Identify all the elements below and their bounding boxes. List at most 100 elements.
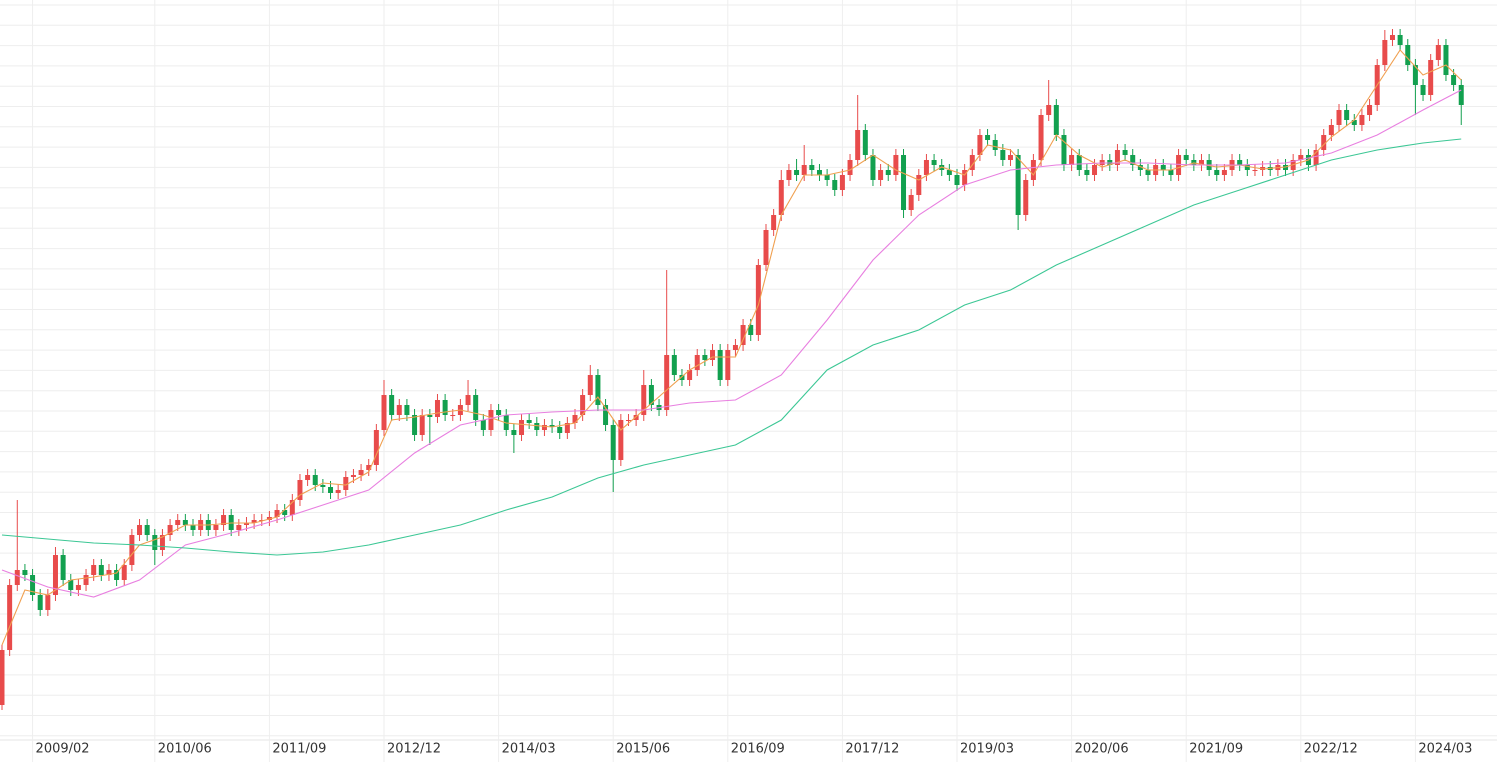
candle-body (992, 140, 998, 150)
candle-body (0, 650, 5, 705)
candle-body (740, 325, 746, 345)
candle-body (83, 575, 89, 585)
candle-body (213, 525, 219, 530)
candle-body (1198, 160, 1204, 165)
candle-body (289, 500, 295, 515)
candle-body (977, 135, 983, 155)
candle-body (328, 487, 334, 493)
candle-body (480, 420, 486, 430)
candle-body (832, 180, 838, 190)
candle-body (1092, 165, 1098, 175)
candle-body (610, 425, 616, 460)
candle-body (243, 523, 249, 525)
candle-body (312, 475, 318, 485)
candle-body (389, 395, 395, 415)
candle-body (732, 345, 738, 350)
candle-body (1038, 115, 1044, 160)
candle-body (167, 525, 173, 535)
candle-body (778, 180, 784, 215)
candle-body (794, 170, 800, 175)
candle-body (221, 515, 227, 525)
candle-body (648, 385, 654, 405)
candle-body (282, 510, 288, 515)
candle-body (625, 420, 631, 421)
candle-body (1420, 85, 1426, 95)
candle-body (1053, 105, 1059, 135)
candle-body (1298, 155, 1304, 160)
candle-body (236, 525, 242, 530)
candle-body (595, 375, 601, 405)
candle-body (98, 565, 104, 575)
candle-body (144, 525, 150, 535)
candle-body (358, 470, 364, 475)
candle-body (1114, 150, 1120, 165)
candle-body (1313, 150, 1319, 165)
candle-body (305, 475, 311, 480)
candle-body (1221, 170, 1227, 175)
candle-body (1084, 170, 1090, 175)
candle-body (465, 395, 471, 405)
candle-body (1137, 165, 1143, 170)
candle-body (664, 355, 670, 410)
moving-average-line (1, 49, 1462, 646)
candle-body (702, 355, 708, 360)
candle-body (152, 535, 158, 550)
x-tick-label: 2009/02 (36, 742, 90, 757)
candle-body (343, 477, 349, 490)
candle-body (603, 405, 609, 425)
candle-body (901, 155, 907, 210)
candle-body (855, 130, 861, 160)
candle-body (618, 420, 624, 460)
candle-body (496, 410, 502, 415)
candle-body (137, 525, 143, 535)
candle-body (931, 160, 937, 165)
candle-body (1214, 170, 1220, 175)
candle-body (1321, 135, 1327, 150)
x-tick-label: 2022/12 (1304, 742, 1358, 757)
candle-body (52, 555, 58, 595)
candle-body (1015, 155, 1021, 215)
candle-body (748, 325, 754, 335)
candle-body (694, 355, 700, 370)
candle-body (404, 405, 410, 415)
moving-average-line (1, 138, 1462, 556)
candle-body (60, 555, 66, 580)
candle-body (962, 170, 968, 185)
candle-body (1007, 155, 1013, 160)
candle-body (7, 585, 13, 650)
candle-body (541, 425, 547, 430)
candle-body (771, 215, 777, 230)
candle-body (1435, 45, 1441, 60)
candle-body (1458, 85, 1464, 105)
candle-body (954, 175, 960, 185)
candle-body (37, 595, 43, 610)
candle-body (1122, 150, 1128, 155)
candle-body (763, 230, 769, 265)
candle-body (14, 570, 20, 585)
candle-body (893, 155, 899, 175)
candle-body (847, 160, 853, 175)
x-tick-label: 2024/03 (1418, 742, 1472, 757)
candle-body (1382, 40, 1388, 65)
candle-body (274, 510, 280, 517)
candle-body (106, 570, 112, 575)
candle-body (182, 520, 188, 525)
x-tick-label: 2011/09 (272, 742, 326, 757)
candle-body (450, 415, 456, 416)
x-tick-label: 2015/06 (616, 742, 670, 757)
candle-body (1344, 110, 1350, 120)
candle-body (916, 175, 922, 195)
candle-body (121, 565, 127, 580)
candle-body (419, 415, 425, 435)
candle-body (572, 415, 578, 423)
candle-body (473, 395, 479, 420)
x-tick-label: 2021/09 (1189, 742, 1243, 757)
candle-body (641, 385, 647, 415)
candle-body (519, 420, 525, 435)
candle-body (923, 160, 929, 175)
x-tick-label: 2014/03 (502, 742, 556, 757)
candle-body (1428, 60, 1434, 95)
candle-body (412, 415, 418, 435)
